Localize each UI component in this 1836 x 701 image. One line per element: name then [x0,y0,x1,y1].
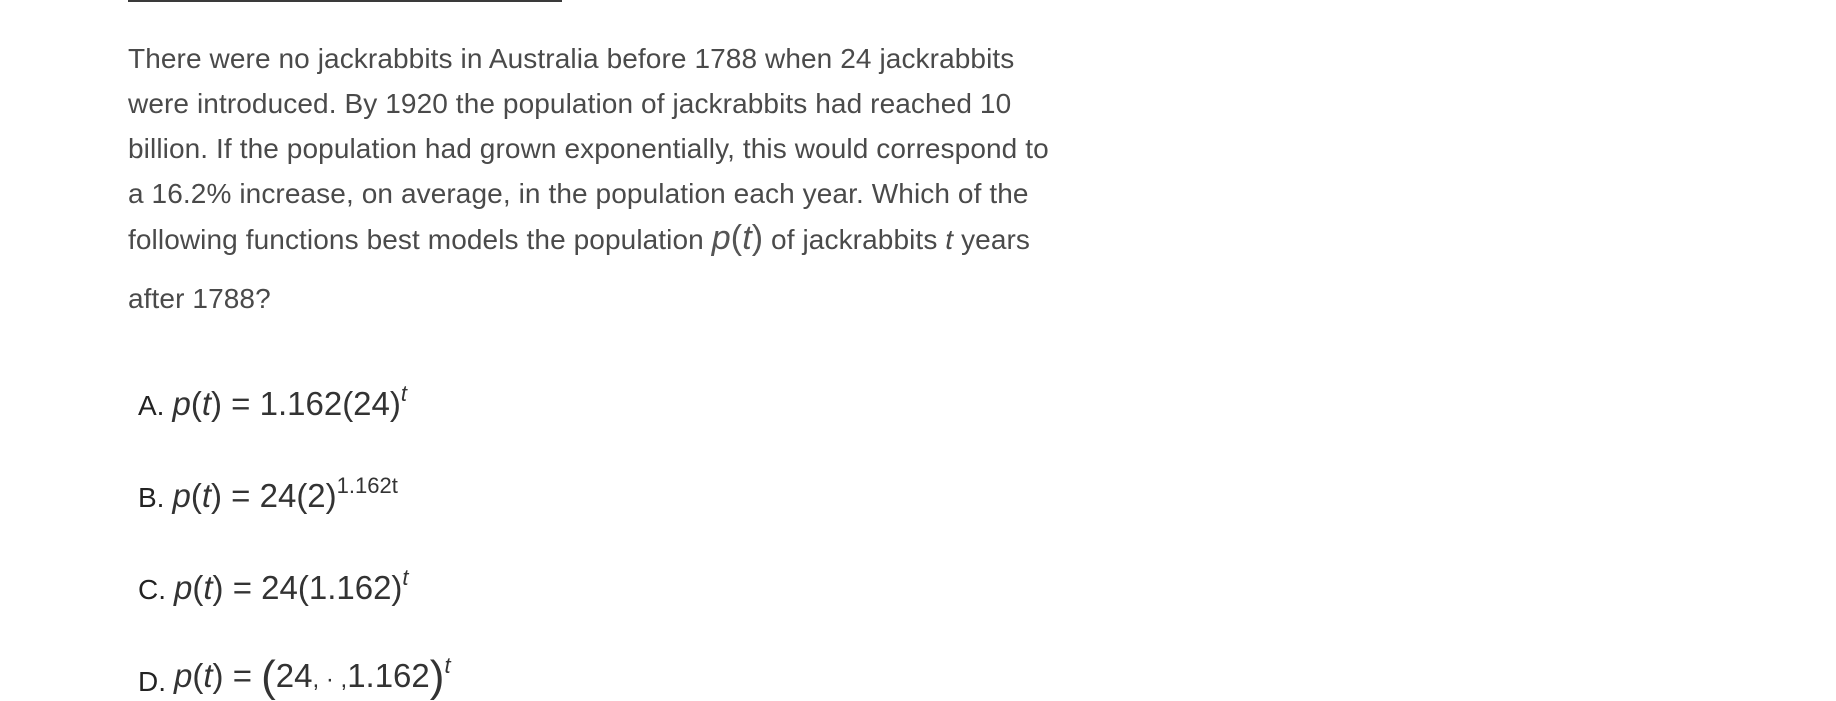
choice-formula: p(t) = 24(2)1.162t [172,473,398,514]
variable-t: t [945,224,954,255]
choice-formula: p(t) = 1.162(24)t [172,381,407,422]
choice-c[interactable]: C. p(t) = 24(1.162)t [138,514,451,606]
question-line-5-start: following functions best models the popu… [128,224,712,255]
inline-math-p-of-t: p(t) [711,219,764,257]
choice-formula: p(t) = (24, · ,1.162)t [174,652,451,701]
question-line-1: There were no jackrabbits in Australia b… [128,43,1015,74]
choice-letter: C. [138,574,166,605]
choice-d[interactable]: D. p(t) = (24, · ,1.162)t [138,606,451,701]
top-divider [128,0,562,2]
choice-letter: A. [138,390,165,421]
choice-letter: D. [138,666,166,697]
question-line-5: following functions best models the popu… [128,216,1168,262]
choice-formula: p(t) = 24(1.162)t [174,565,409,606]
question-line-6: after 1788? [128,283,271,314]
question-line-2: were introduced. By 1920 the population … [128,88,1012,119]
choice-letter: B. [138,482,165,513]
question-line-3: billion. If the population had grown exp… [128,133,1049,164]
question-text: There were no jackrabbits in Australia b… [128,36,1168,321]
choice-a[interactable]: A. p(t) = 1.162(24)t [138,330,451,422]
question-line-4: a 16.2% increase, on average, in the pop… [128,178,1029,209]
question-line-5-end: years [953,224,1031,255]
question-line-5-mid: of jackrabbits [763,224,946,255]
answer-choices: A. p(t) = 1.162(24)t B. p(t) = 24(2)1.16… [138,330,451,701]
choice-b[interactable]: B. p(t) = 24(2)1.162t [138,422,451,514]
